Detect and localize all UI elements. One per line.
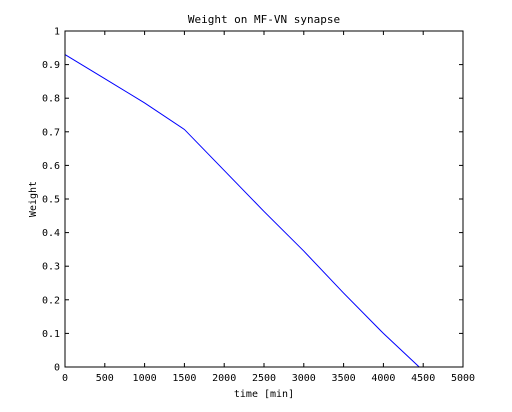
y-tick-label: 0.3: [42, 262, 60, 273]
x-tick-label: 3000: [292, 373, 316, 384]
x-tick-label: 1500: [172, 373, 196, 384]
x-tick-label: 4500: [411, 373, 435, 384]
plot-frame: [64, 30, 464, 368]
x-tick-label: 2000: [212, 373, 236, 384]
y-tick-label: 0.6: [42, 161, 60, 172]
x-tick-label: 3500: [332, 373, 356, 384]
x-tick-label: 4000: [371, 373, 395, 384]
series-line-weight: [64, 54, 420, 368]
x-axis-ticks: 0 500 1000 1500 2000 2500 3000 3500 4000 4500 5000: [62, 31, 475, 384]
x-tick-label: 0: [62, 373, 68, 384]
x-tick-label: 2500: [252, 373, 276, 384]
y-tick-label: 0.1: [42, 329, 60, 340]
y-tick-label: 0.5: [42, 195, 60, 206]
chart-title: Weight on MF-VN synapse: [188, 13, 340, 26]
x-axis-label: time [min]: [234, 389, 294, 400]
y-tick-label: 0.7: [42, 127, 60, 138]
y-tick-label: 1: [54, 27, 60, 38]
x-tick-label: 5000: [451, 373, 475, 384]
y-axis-label: Weight: [28, 181, 39, 217]
y-tick-label: 0.4: [42, 228, 60, 239]
x-tick-label: 1000: [133, 373, 157, 384]
series-layer: [64, 54, 420, 368]
y-tick-label: 0.8: [42, 94, 60, 105]
y-tick-label: 0.9: [42, 60, 60, 71]
y-tick-label: 0.2: [42, 295, 60, 306]
x-tick-label: 500: [96, 373, 114, 384]
y-tick-label: 0: [54, 363, 60, 374]
